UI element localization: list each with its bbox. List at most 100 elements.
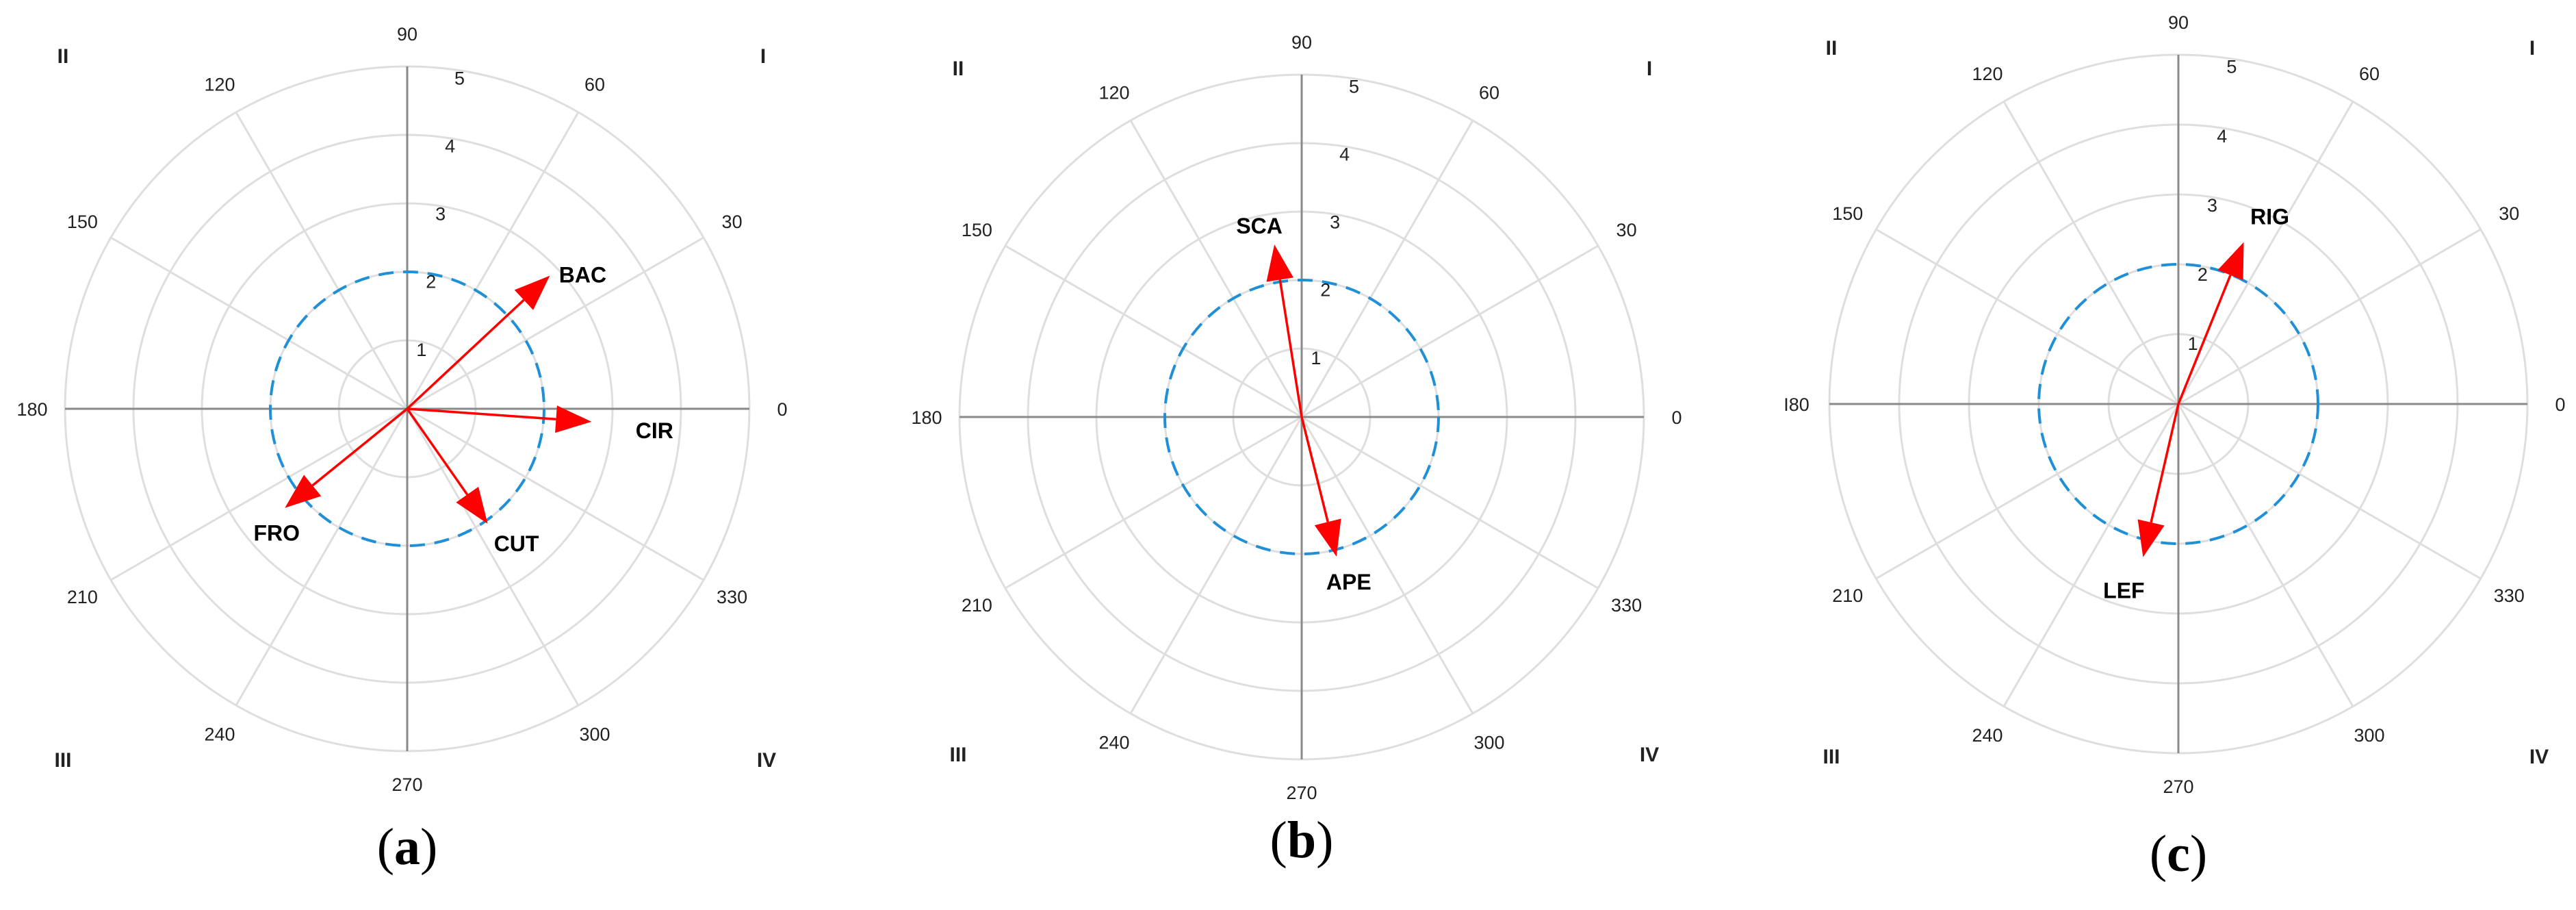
reference-circle xyxy=(2037,263,2319,545)
grid-spoke xyxy=(2002,101,2180,405)
grid-spoke xyxy=(406,112,580,409)
angle-tick-label: 120 xyxy=(204,74,235,94)
radial-tick-label: 3 xyxy=(2207,195,2217,216)
angle-tick-label: 210 xyxy=(1832,585,1863,606)
vector-arrowhead xyxy=(555,405,592,433)
quadrant-label: I xyxy=(1647,58,1652,80)
angle-tick-label: 60 xyxy=(584,74,605,94)
vector-arrowhead xyxy=(514,275,550,310)
grid-spoke xyxy=(1301,244,1599,418)
radial-tick-label: 5 xyxy=(1349,77,1359,97)
angle-tick-label: 120 xyxy=(1972,64,2002,84)
vector-arrowhead xyxy=(2137,519,2165,557)
grid-spoke xyxy=(1005,416,1302,590)
grid-spoke xyxy=(1875,403,2179,580)
grid-spoke xyxy=(407,407,704,581)
angle-tick-label: 270 xyxy=(2163,776,2193,797)
vector-label: LEF xyxy=(2103,579,2144,603)
quadrant-label: I xyxy=(760,45,766,68)
quadrant-label: III xyxy=(54,749,71,772)
vector-arrowhead xyxy=(1314,518,1341,557)
grid-spoke xyxy=(1875,228,2179,405)
vector-arrowhead xyxy=(1266,244,1293,282)
radial-tick-label: 4 xyxy=(1339,144,1350,165)
radial-tick-label: 1 xyxy=(2188,333,2198,354)
radial-tick-label: 2 xyxy=(1320,280,1330,301)
vector-arrowhead xyxy=(285,475,322,508)
radial-tick-label: 1 xyxy=(1311,348,1321,368)
grid-spoke xyxy=(406,408,580,706)
radial-tick-label: 5 xyxy=(2226,57,2237,77)
angle-tick-label: 270 xyxy=(391,774,422,795)
angle-tick-label: 150 xyxy=(67,212,98,232)
angle-tick-label: 0 xyxy=(1671,407,1682,428)
vector-line xyxy=(406,407,469,496)
vector-label: CIR xyxy=(636,418,673,443)
angle-tick-label: 300 xyxy=(579,724,610,745)
angle-tick-label: 90 xyxy=(397,24,417,45)
quadrant-label: II xyxy=(57,45,69,68)
angle-tick-label: 30 xyxy=(1617,220,1637,240)
angle-tick-label: 150 xyxy=(1832,203,1863,224)
quadrant-label: II xyxy=(953,58,964,80)
angle-tick-label: 240 xyxy=(1098,733,1129,753)
angle-tick-label: 330 xyxy=(1611,595,1642,616)
radial-tick-label: 4 xyxy=(445,136,455,157)
angle-tick-label: 60 xyxy=(1479,82,1499,103)
vector-arrowhead xyxy=(456,486,488,524)
vector-label: APE xyxy=(1326,570,1371,594)
vector-label: FRO xyxy=(253,521,300,546)
angle-tick-label: 300 xyxy=(1473,733,1504,753)
vector-label: CUT xyxy=(494,531,539,556)
grid-spoke xyxy=(110,236,408,410)
vector-line xyxy=(2177,275,2232,405)
vector-line xyxy=(311,407,409,487)
reference-circle xyxy=(1163,279,1440,555)
angle-tick-label: 210 xyxy=(67,587,98,607)
angle-tick-label: 180 xyxy=(16,399,47,420)
grid-spoke xyxy=(1005,244,1302,418)
radial-tick-label: 2 xyxy=(426,272,436,292)
radial-tick-label: 4 xyxy=(2217,126,2227,147)
grid-spoke xyxy=(2177,101,2354,405)
angle-tick-label: 240 xyxy=(1972,725,2002,746)
vector-line xyxy=(1278,279,1303,418)
vector-line xyxy=(407,407,556,420)
vector-line xyxy=(2150,403,2180,523)
panel-caption: (a) xyxy=(377,818,438,876)
grid-spoke xyxy=(1301,416,1599,590)
polar-chart-b: 030609012015018021024027030033012345IIII… xyxy=(911,32,1682,869)
quadrant-label: IV xyxy=(1640,744,1659,766)
grid-spoke xyxy=(110,407,408,581)
angle-tick-label: 180 xyxy=(911,407,942,428)
angle-tick-label: 60 xyxy=(2359,64,2380,84)
angle-tick-label: 90 xyxy=(2168,12,2189,33)
grid-spoke xyxy=(2002,403,2180,707)
angle-tick-label: 270 xyxy=(1286,783,1317,803)
radial-tick-label: 1 xyxy=(416,340,426,360)
angle-tick-label: 120 xyxy=(1098,82,1129,103)
angle-tick-label: 30 xyxy=(722,212,743,232)
angle-tick-label: 300 xyxy=(2354,725,2384,746)
grid-spoke xyxy=(1300,416,1474,714)
polar-chart-c: 0306090120150I8021024027030033012345IIII… xyxy=(1783,12,2565,883)
grid-spoke xyxy=(2178,403,2482,580)
radial-tick-label: 2 xyxy=(2198,264,2208,285)
vector-line xyxy=(1300,416,1329,522)
vector-line xyxy=(406,299,525,410)
grid-spoke xyxy=(2177,403,2354,707)
angle-tick-label: 240 xyxy=(204,724,235,745)
grid-spoke xyxy=(2178,228,2482,405)
vector-label: SCA xyxy=(1236,214,1283,238)
grid-spoke xyxy=(1129,416,1303,714)
quadrant-label: III xyxy=(949,744,966,766)
radial-tick-label: 3 xyxy=(1330,212,1340,233)
angle-tick-label: 0 xyxy=(777,399,787,420)
grid-spoke xyxy=(1300,120,1474,418)
grid-spoke xyxy=(1129,120,1303,418)
radial-tick-label: 3 xyxy=(435,204,446,225)
angle-tick-label: 90 xyxy=(1291,32,1312,53)
quadrant-label: IV xyxy=(2529,746,2549,768)
angle-tick-label: 30 xyxy=(2499,203,2519,224)
